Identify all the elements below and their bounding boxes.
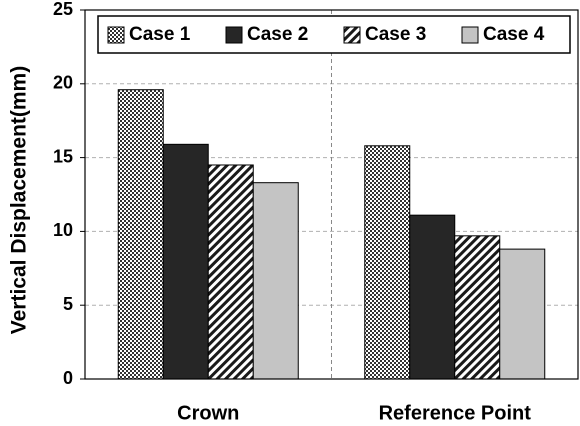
legend-label: Case 2	[247, 24, 308, 45]
bar	[117, 89, 164, 380]
legend-swatch	[461, 26, 479, 44]
y-tick-label: 5	[63, 294, 73, 314]
legend-swatch	[107, 26, 125, 44]
legend-label: Case 4	[483, 24, 545, 45]
legend-swatch	[343, 26, 361, 44]
plot-frame	[84, 9, 579, 380]
legend-box	[97, 15, 571, 54]
y-tick-label: 10	[53, 220, 73, 240]
bar	[162, 143, 209, 380]
bar	[499, 248, 546, 380]
bar	[454, 235, 501, 380]
y-tick-label: 0	[63, 368, 73, 388]
legend-label: Case 1	[129, 24, 191, 45]
y-tick-label: 15	[53, 146, 73, 166]
y-tick-label: 20	[53, 73, 73, 93]
bar	[409, 214, 456, 380]
legend-label: Case 3	[365, 24, 426, 45]
bar	[207, 164, 254, 380]
x-tick-label: Reference Point	[379, 402, 532, 424]
y-tick-label: 25	[53, 0, 73, 19]
x-tick-label: Crown	[177, 402, 239, 424]
bar	[252, 182, 299, 380]
y-axis-label: Vertical Displacement(mm)	[8, 66, 31, 334]
bar	[364, 145, 411, 380]
legend-swatch	[225, 26, 243, 44]
